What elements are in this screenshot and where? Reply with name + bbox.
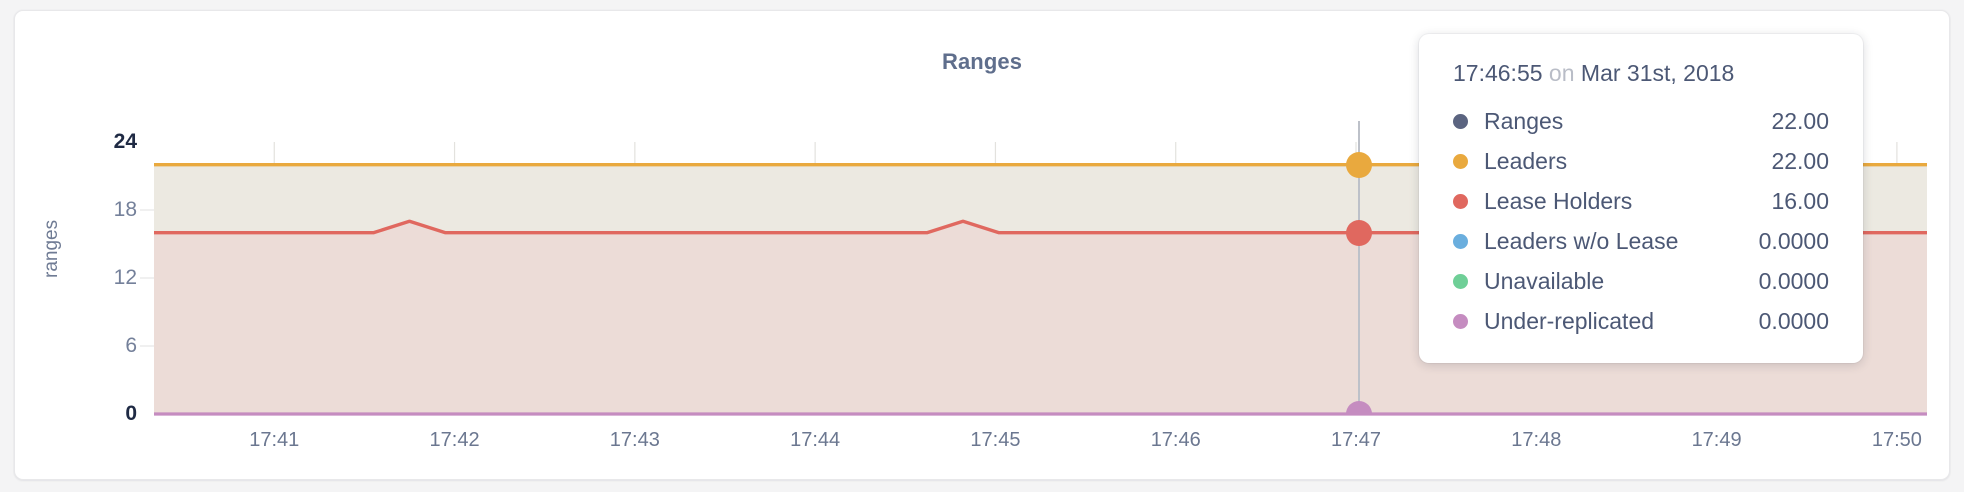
tooltip-series-label: Leaders w/o Lease xyxy=(1484,227,1679,254)
tooltip-series-label: Ranges xyxy=(1484,107,1564,134)
y-axis-tick-label: 6 xyxy=(125,334,137,357)
x-axis-tick-label: 17:43 xyxy=(609,429,660,451)
tooltip-series-value: 16.00 xyxy=(1771,187,1829,214)
x-axis-tick-label: 17:47 xyxy=(1330,429,1382,451)
hover-point-lease-holders xyxy=(1346,219,1372,246)
y-axis-tick-label: 24 xyxy=(113,130,137,153)
tooltip-timestamp: 17:46:55 on Mar 31st, 2018 xyxy=(1453,60,1829,87)
y-axis-tick-mark xyxy=(140,209,154,211)
x-axis-tick-label: 17:49 xyxy=(1691,429,1742,451)
x-axis-tick-label: 17:45 xyxy=(970,429,1021,451)
page-title: Ranges xyxy=(941,49,1023,74)
tooltip-series-value: 22.00 xyxy=(1771,147,1829,174)
chart-tooltip: 17:46:55 on Mar 31st, 2018 Ranges 22.00 Le… xyxy=(1419,34,1863,363)
tooltip-series-value: 0.0000 xyxy=(1758,227,1829,254)
tooltip-series-value: 0.0000 xyxy=(1758,307,1829,334)
tooltip-date: Mar 31st, 2018 xyxy=(1580,60,1735,86)
tooltip-series-label: Unavailable xyxy=(1484,267,1605,294)
y-axis-tick-label: 18 xyxy=(113,198,137,221)
tooltip-series-label: Lease Holders xyxy=(1484,187,1633,214)
tooltip-series-label: Leaders xyxy=(1484,147,1568,174)
tooltip-series-value: 22.00 xyxy=(1771,107,1829,134)
y-axis-tick-mark xyxy=(140,277,154,279)
hover-cursor-line xyxy=(1358,121,1360,414)
legend-color-dot xyxy=(1453,113,1468,129)
tooltip-series-label: Under-replicated xyxy=(1484,307,1655,334)
tooltip-on-word: on xyxy=(1548,60,1575,86)
x-axis-tick-label: 17:42 xyxy=(429,429,480,451)
legend-color-dot xyxy=(1453,153,1468,169)
y-axis-tick-label: 12 xyxy=(113,266,137,289)
tooltip-row: Ranges 22.00 xyxy=(1453,101,1829,141)
legend-color-dot xyxy=(1453,273,1468,289)
tooltip-row: Lease Holders 16.00 xyxy=(1453,181,1829,221)
hover-point-leaders xyxy=(1346,151,1372,178)
x-axis-tick-label: 17:41 xyxy=(249,429,300,451)
x-axis-tick-label: 17:48 xyxy=(1511,429,1562,451)
hover-point-under-replicated xyxy=(1346,401,1372,414)
legend-color-dot xyxy=(1453,313,1468,329)
tooltip-row: Under-replicated 0.0000 xyxy=(1453,301,1829,341)
x-axis-tick-label: 17:50 xyxy=(1871,429,1922,451)
legend-color-dot xyxy=(1453,233,1468,249)
legend-color-dot xyxy=(1453,193,1468,209)
x-axis-tick-label: 17:44 xyxy=(790,429,841,451)
tooltip-row: Unavailable 0.0000 xyxy=(1453,261,1829,301)
tooltip-series-value: 0.0000 xyxy=(1758,267,1829,294)
series-line-lease-holders xyxy=(154,219,1927,235)
chart-card: Ranges ranges 24 18 12 6 0 17:41 17:42 17:43 17… xyxy=(14,10,1950,480)
tooltip-row: Leaders 22.00 xyxy=(1453,141,1829,181)
tooltip-row: Leaders w/o Lease 0.0000 xyxy=(1453,221,1829,261)
y-axis-tick-mark xyxy=(140,345,154,347)
y-axis-tick-label: 0 xyxy=(125,402,137,425)
x-axis-tick-label: 17:46 xyxy=(1150,429,1201,451)
tooltip-time: 17:46:55 xyxy=(1453,60,1543,86)
tooltip-rows: Ranges 22.00 Leaders 22.00 Lease Holders 16.0… xyxy=(1453,101,1829,341)
